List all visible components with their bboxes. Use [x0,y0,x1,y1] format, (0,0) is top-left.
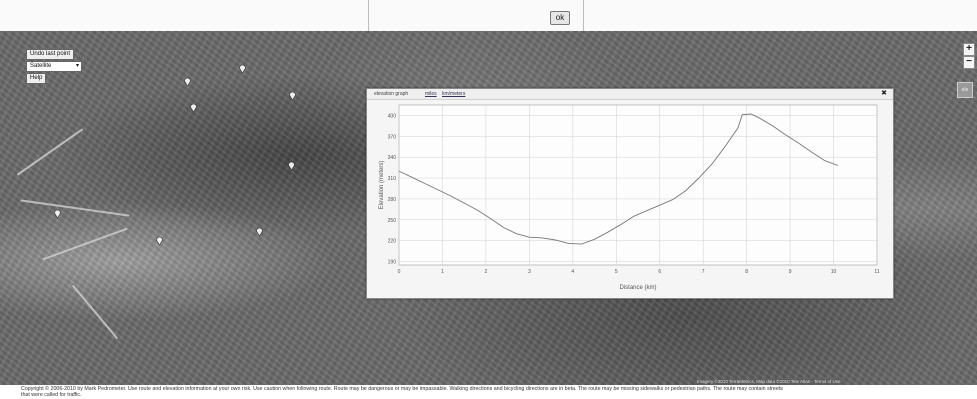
x-axis-label: Distance (km) [619,285,656,291]
y-axis-ticks: 190 220 250 280 310 340 370 400 [388,113,397,265]
map-type-value: Satellite [30,63,52,69]
footer-disclaimer: Copyright © 2006-2010 by Mark Pedrometer… [21,386,783,392]
x-tick-label: 8 [745,269,748,275]
undo-last-point-button[interactable]: Undo last point [26,49,75,60]
map-pin-icon[interactable] [239,64,246,73]
x-tick-label: 2 [485,269,488,275]
zoom-out-button[interactable]: − [963,56,975,69]
map-pin-icon[interactable] [190,103,197,112]
y-tick-label: 250 [388,218,397,224]
y-tick-label: 220 [388,239,397,245]
plot-area [398,104,878,266]
y-axis-label: Elevation (meters) [379,161,385,210]
map-pin-icon[interactable] [184,77,191,86]
elevation-graph-panel: elevation graph miles km/meters ✖ 0 1 2 3 4 5… [366,88,894,299]
elevation-chart: 0 1 2 3 4 5 6 7 8 9 10 11 190220250280310340370400 … [379,104,880,291]
x-axis-ticks: 0 1 2 3 4 5 6 7 8 9 10 11 [398,269,880,275]
units-km-link[interactable]: km/meters [442,91,466,97]
map-pin-icon[interactable] [54,209,61,218]
x-tick-label: 1 [441,269,444,275]
x-tick-label: 3 [528,269,531,275]
y-tick-label: 370 [388,134,397,140]
y-tick-label: 400 [388,113,397,119]
help-button[interactable]: Help [26,73,47,84]
y-tick-label: 190 [388,260,397,266]
footer-disclaimer-cont: that were called for traffic. [21,392,82,398]
footer: Copyright © 2006-2010 by Mark Pedrometer… [0,385,977,399]
x-tick-label: 5 [615,269,618,275]
top-toolbar: ok [0,0,977,32]
x-tick-label: 9 [789,269,792,275]
y-tick-label: 310 [388,176,397,182]
map-attribution: Imagery ©2010 TerraMetrics, Map data ©20… [694,379,844,385]
x-tick-label: 4 [571,269,574,275]
map-pin-icon[interactable] [156,236,163,245]
map-pin-icon[interactable] [288,161,295,170]
y-tick-label: 340 [388,155,397,161]
units-miles-link[interactable]: miles [425,91,437,97]
zoom-in-button[interactable]: + [963,43,975,56]
map-type-select[interactable]: Satellite ▾ [26,61,82,72]
map-pin-icon[interactable] [256,227,263,236]
panel-title: elevation graph [374,91,409,97]
x-tick-label: 7 [702,269,705,275]
y-tick-label: 280 [388,197,397,203]
panel-header: elevation graph miles km/meters ✖ [367,89,893,100]
chart-grid [398,105,878,265]
toolbar-divider [368,0,369,31]
x-tick-label: 11 [874,269,879,275]
chevron-down-icon: ▾ [75,63,79,69]
close-icon[interactable]: ✖ [881,90,887,97]
ok-button[interactable]: ok [550,11,570,25]
toolbar-divider [583,0,584,31]
x-tick-label: 0 [398,269,401,275]
map-pin-icon[interactable] [289,91,296,100]
map-side-button[interactable]: ele [957,82,973,98]
x-tick-label: 6 [658,269,661,275]
elevation-line [398,113,839,245]
x-tick-label: 10 [831,269,837,275]
